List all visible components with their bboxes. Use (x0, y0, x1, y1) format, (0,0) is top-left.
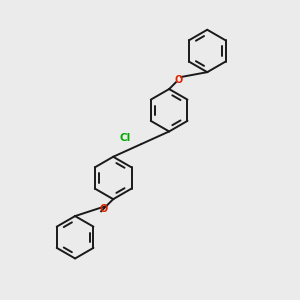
Text: O: O (174, 75, 183, 85)
Text: Cl: Cl (119, 133, 130, 142)
Text: O: O (100, 203, 108, 214)
